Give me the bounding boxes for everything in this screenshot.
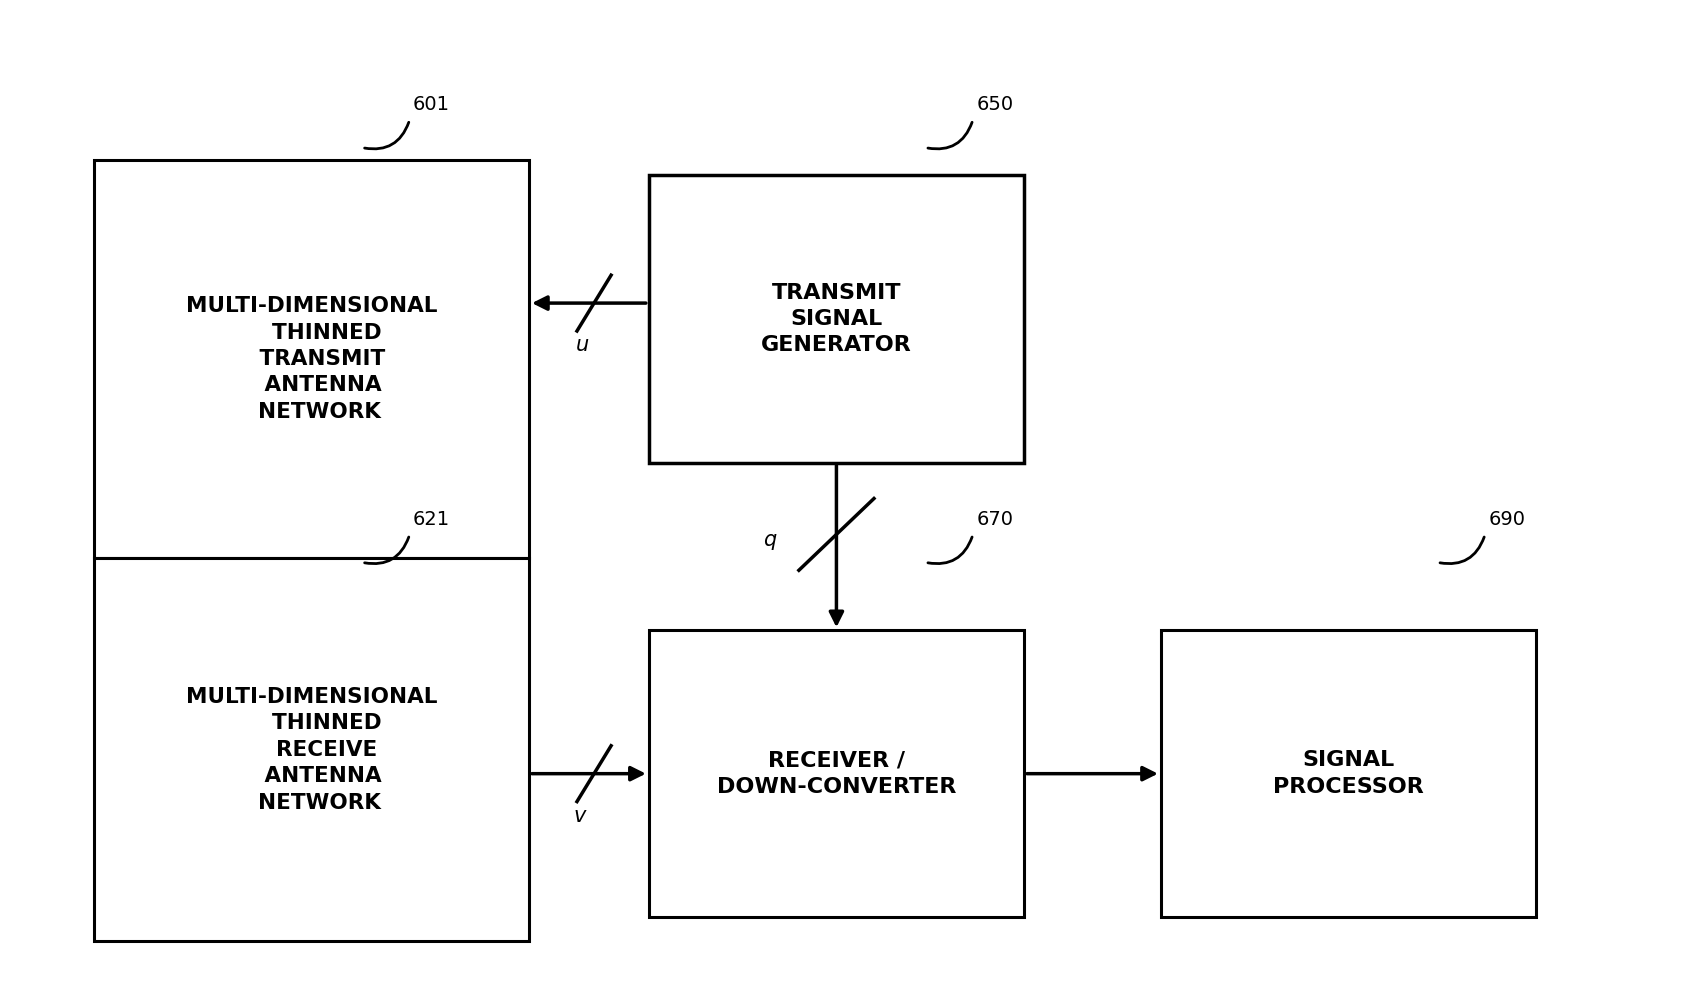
Text: u: u xyxy=(575,335,589,355)
Text: MULTI-DIMENSIONAL
    THINNED
    RECEIVE
   ANTENNA
  NETWORK: MULTI-DIMENSIONAL THINNED RECEIVE ANTENN… xyxy=(186,687,437,813)
Bar xyxy=(649,175,1024,463)
Text: q: q xyxy=(763,530,777,550)
Text: MULTI-DIMENSIONAL
    THINNED
   TRANSMIT
   ANTENNA
  NETWORK: MULTI-DIMENSIONAL THINNED TRANSMIT ANTEN… xyxy=(186,296,437,422)
Bar xyxy=(1161,630,1536,917)
Text: SIGNAL
PROCESSOR: SIGNAL PROCESSOR xyxy=(1273,751,1424,797)
Text: TRANSMIT
SIGNAL
GENERATOR: TRANSMIT SIGNAL GENERATOR xyxy=(761,282,912,356)
Text: 690: 690 xyxy=(1489,509,1526,528)
Bar xyxy=(649,630,1024,917)
Bar xyxy=(94,160,529,558)
Text: v: v xyxy=(574,806,586,826)
Bar xyxy=(94,558,529,941)
Text: 621: 621 xyxy=(413,509,451,528)
Text: 650: 650 xyxy=(976,95,1014,114)
Text: 601: 601 xyxy=(413,95,451,114)
Text: 670: 670 xyxy=(976,509,1014,528)
Text: RECEIVER /
DOWN-CONVERTER: RECEIVER / DOWN-CONVERTER xyxy=(717,751,956,797)
